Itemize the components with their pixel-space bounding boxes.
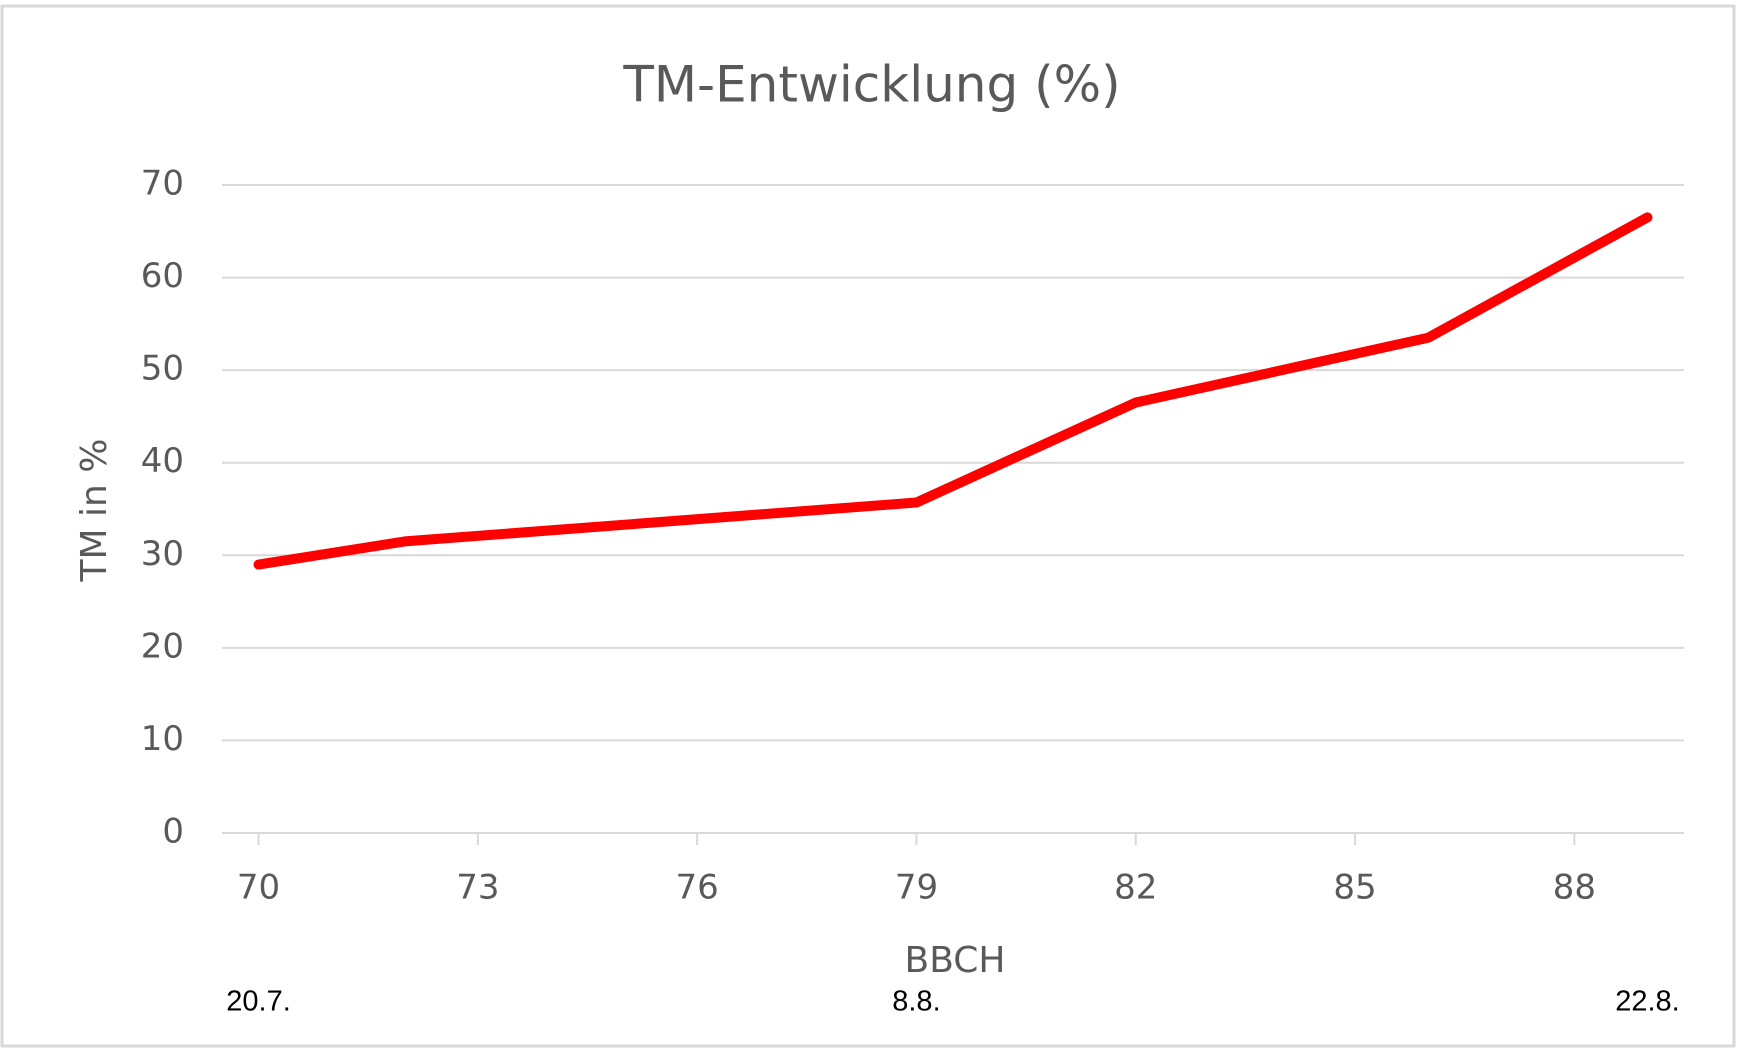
annotation: 20.7. xyxy=(226,986,291,1018)
y-tick-label: 40 xyxy=(141,441,184,481)
y-tick-label: 0 xyxy=(162,812,184,852)
y-tick-label: 50 xyxy=(141,349,184,389)
x-tick-label: 85 xyxy=(1333,868,1376,908)
x-tick-label: 70 xyxy=(237,868,280,908)
chart-border xyxy=(0,4,1736,1048)
y-tick-label: 30 xyxy=(141,534,184,574)
y-axis-label: TM in % xyxy=(74,439,115,583)
x-tick-label: 73 xyxy=(456,868,499,908)
y-tick-label: 20 xyxy=(141,626,184,666)
y-tick-label: 70 xyxy=(141,164,184,204)
y-tick-label: 60 xyxy=(141,256,184,296)
annotation: 8.8. xyxy=(892,986,940,1018)
chart-title: TM-Entwicklung (%) xyxy=(622,56,1120,114)
x-tick-label: 88 xyxy=(1553,868,1596,908)
x-tick-label: 82 xyxy=(1114,868,1157,908)
x-tick-label: 76 xyxy=(676,868,719,908)
x-tick-label: 79 xyxy=(895,868,938,908)
annotation: 22.8. xyxy=(1615,986,1680,1018)
data-line xyxy=(253,212,1653,570)
x-axis-label: BBCH xyxy=(905,940,1006,981)
y-tick-label: 10 xyxy=(141,719,184,759)
